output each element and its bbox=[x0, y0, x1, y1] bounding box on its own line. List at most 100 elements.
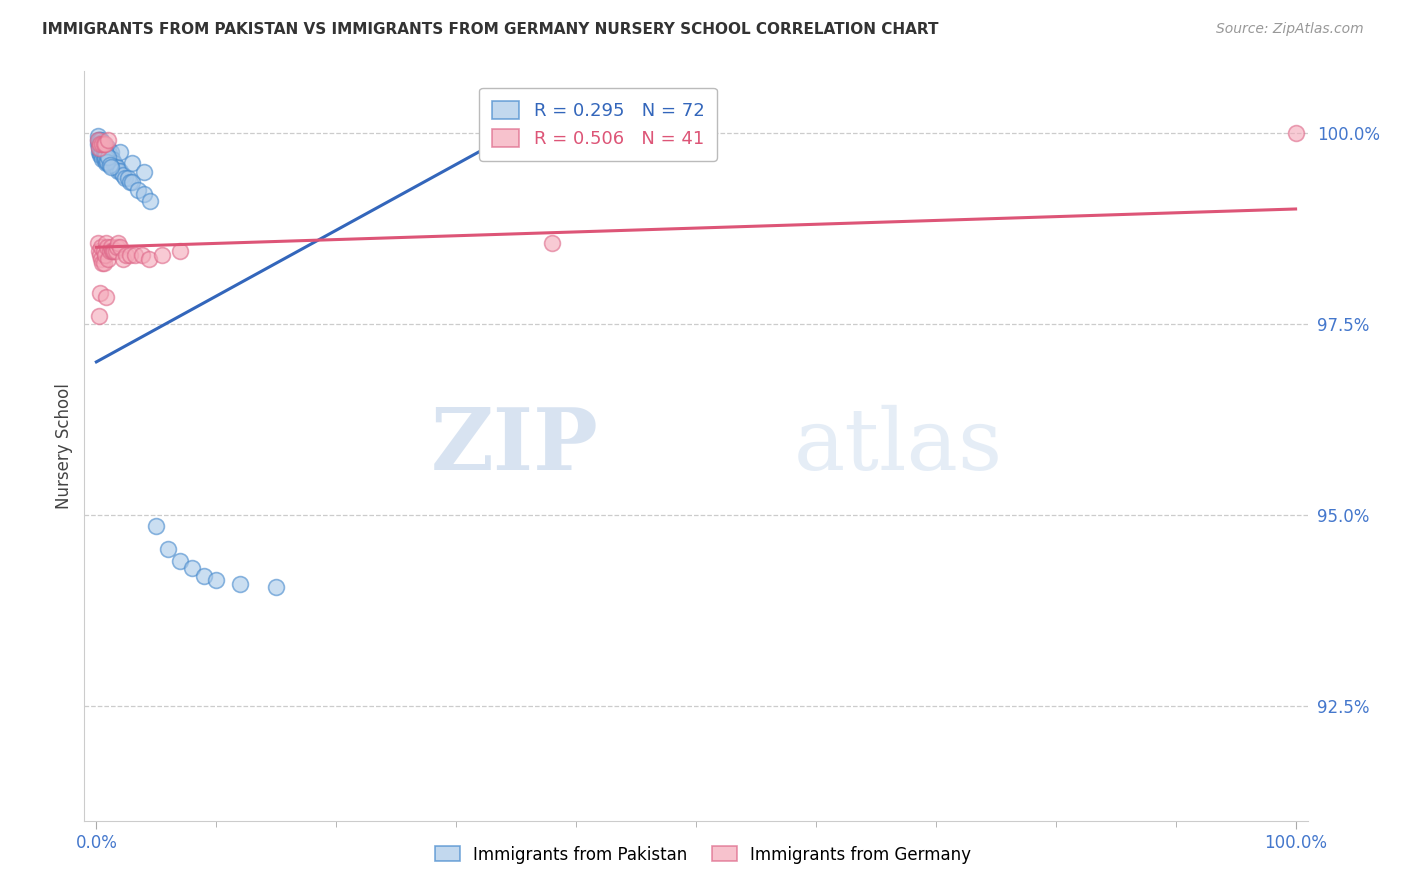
Point bbox=[111, 252, 134, 266]
Point bbox=[87, 141, 110, 155]
Point bbox=[86, 136, 108, 151]
Point bbox=[97, 156, 120, 170]
Point bbox=[101, 244, 124, 258]
Point bbox=[87, 133, 110, 147]
Point bbox=[100, 160, 122, 174]
Text: Source: ZipAtlas.com: Source: ZipAtlas.com bbox=[1216, 22, 1364, 37]
Point bbox=[118, 248, 141, 262]
Point bbox=[87, 136, 110, 151]
Point bbox=[89, 286, 111, 301]
Point bbox=[105, 160, 128, 174]
Point bbox=[90, 145, 112, 159]
Point bbox=[87, 141, 110, 155]
Point bbox=[118, 175, 141, 189]
Point bbox=[91, 136, 114, 151]
Point bbox=[139, 194, 162, 209]
Point bbox=[91, 255, 114, 269]
Point bbox=[169, 244, 191, 258]
Point bbox=[124, 248, 146, 262]
Point bbox=[111, 168, 134, 182]
Point bbox=[94, 145, 117, 159]
Point bbox=[89, 136, 111, 151]
Point bbox=[94, 236, 117, 251]
Point bbox=[91, 145, 114, 159]
Point bbox=[89, 145, 111, 159]
Point bbox=[93, 141, 115, 155]
Point bbox=[145, 519, 167, 533]
Legend: Immigrants from Pakistan, Immigrants from Germany: Immigrants from Pakistan, Immigrants fro… bbox=[427, 839, 979, 871]
Y-axis label: Nursery School: Nursery School bbox=[55, 383, 73, 509]
Point bbox=[93, 248, 117, 262]
Point bbox=[157, 542, 180, 557]
Text: ZIP: ZIP bbox=[430, 404, 598, 488]
Point bbox=[94, 156, 117, 170]
Point bbox=[103, 156, 125, 170]
Point bbox=[93, 244, 115, 258]
Point bbox=[93, 153, 115, 167]
Point bbox=[264, 581, 287, 595]
Point bbox=[90, 133, 112, 147]
Point bbox=[104, 160, 127, 174]
Legend: R = 0.295   N = 72, R = 0.506   N = 41: R = 0.295 N = 72, R = 0.506 N = 41 bbox=[479, 88, 717, 161]
Point bbox=[150, 248, 173, 262]
Point bbox=[114, 171, 136, 186]
Point bbox=[193, 569, 215, 583]
Point bbox=[87, 309, 110, 323]
Point bbox=[93, 153, 117, 167]
Point bbox=[107, 236, 129, 251]
Point bbox=[90, 252, 112, 266]
Point bbox=[93, 141, 117, 155]
Point bbox=[98, 158, 121, 172]
Text: IMMIGRANTS FROM PAKISTAN VS IMMIGRANTS FROM GERMANY NURSERY SCHOOL CORRELATION C: IMMIGRANTS FROM PAKISTAN VS IMMIGRANTS F… bbox=[42, 22, 939, 37]
Point bbox=[131, 248, 153, 262]
Point bbox=[91, 153, 114, 167]
Point bbox=[86, 133, 108, 147]
Point bbox=[93, 136, 117, 151]
Point bbox=[96, 153, 118, 167]
Point bbox=[97, 252, 120, 266]
Point bbox=[87, 145, 110, 159]
Point bbox=[103, 244, 125, 258]
Point bbox=[100, 153, 122, 167]
Point bbox=[89, 133, 111, 147]
Point bbox=[93, 136, 115, 151]
Point bbox=[94, 148, 117, 162]
Point bbox=[205, 573, 228, 587]
Point bbox=[121, 156, 143, 170]
Point bbox=[86, 133, 108, 147]
Point bbox=[90, 141, 112, 155]
Point bbox=[90, 136, 112, 151]
Point bbox=[98, 244, 121, 258]
Point bbox=[89, 148, 111, 162]
Point bbox=[100, 240, 122, 254]
Point bbox=[97, 141, 120, 155]
Point bbox=[105, 240, 128, 254]
Point bbox=[104, 244, 127, 258]
Point bbox=[86, 236, 108, 251]
Point bbox=[134, 165, 156, 179]
Point bbox=[181, 561, 204, 575]
Point bbox=[541, 236, 564, 251]
Point bbox=[96, 154, 118, 169]
Point bbox=[93, 142, 115, 156]
Point bbox=[91, 135, 114, 149]
Point bbox=[98, 148, 121, 162]
Point bbox=[121, 175, 143, 189]
Point bbox=[138, 252, 160, 266]
Point bbox=[93, 255, 115, 269]
Point bbox=[91, 141, 114, 155]
Point bbox=[110, 145, 132, 159]
Point bbox=[169, 554, 191, 568]
Point bbox=[117, 171, 139, 186]
Point bbox=[94, 290, 117, 304]
Point bbox=[1284, 126, 1306, 140]
Point bbox=[110, 240, 132, 254]
Point bbox=[97, 150, 120, 164]
Point bbox=[96, 145, 118, 159]
Point bbox=[101, 156, 124, 170]
Point bbox=[96, 240, 118, 254]
Point bbox=[90, 148, 112, 162]
Point bbox=[134, 186, 156, 201]
Point bbox=[100, 145, 122, 159]
Point bbox=[89, 248, 111, 262]
